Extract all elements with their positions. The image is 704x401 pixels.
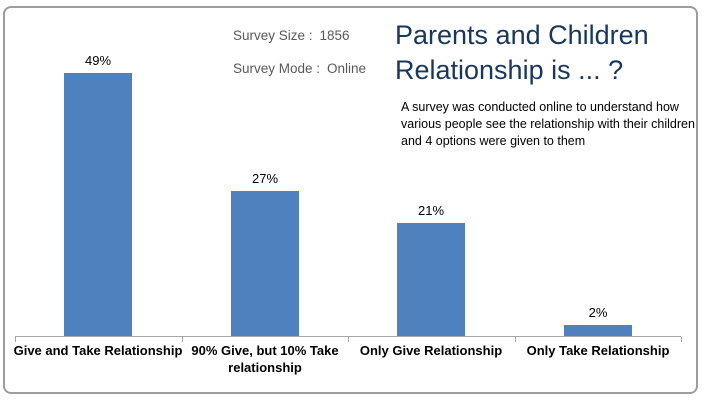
bar-value-label: 49% xyxy=(84,53,112,68)
chart-title-line2: Relationship is ... ? xyxy=(395,55,624,85)
survey-size: Survey Size : 1856 xyxy=(233,28,366,43)
axis-tick xyxy=(15,337,16,342)
bar xyxy=(397,223,465,336)
bar-value-label: 27% xyxy=(251,171,279,186)
survey-mode-value: Online xyxy=(327,61,367,76)
chart-title-line1: Parents and Children xyxy=(395,20,649,50)
axis-tick xyxy=(348,337,349,342)
bar xyxy=(231,191,299,336)
survey-size-value: 1856 xyxy=(319,28,350,43)
axis-tick xyxy=(182,337,183,342)
category-label: Only Take Relationship xyxy=(526,343,670,358)
bar-value-label: 2% xyxy=(588,305,608,320)
category-label: 90% Give, but 10% Take relationship xyxy=(191,343,339,375)
survey-mode-label: Survey Mode : xyxy=(233,61,321,76)
chart-subtitle: A survey was conducted online to underst… xyxy=(401,100,695,148)
bar-value-label: 21% xyxy=(417,203,445,218)
x-axis-line xyxy=(15,336,681,337)
category-label: Only Give Relationship xyxy=(359,343,503,358)
chart-title: Parents and Children Relationship is ...… xyxy=(395,18,700,88)
survey-mode: Survey Mode : Online xyxy=(233,61,366,76)
axis-tick xyxy=(515,337,516,342)
survey-size-label: Survey Size : xyxy=(233,28,313,43)
survey-info: Survey Size : 1856 Survey Mode : Online xyxy=(233,28,366,94)
category-label: Give and Take Relationship xyxy=(13,343,183,358)
axis-tick xyxy=(681,337,682,342)
bar xyxy=(564,325,632,336)
bar xyxy=(64,73,132,336)
